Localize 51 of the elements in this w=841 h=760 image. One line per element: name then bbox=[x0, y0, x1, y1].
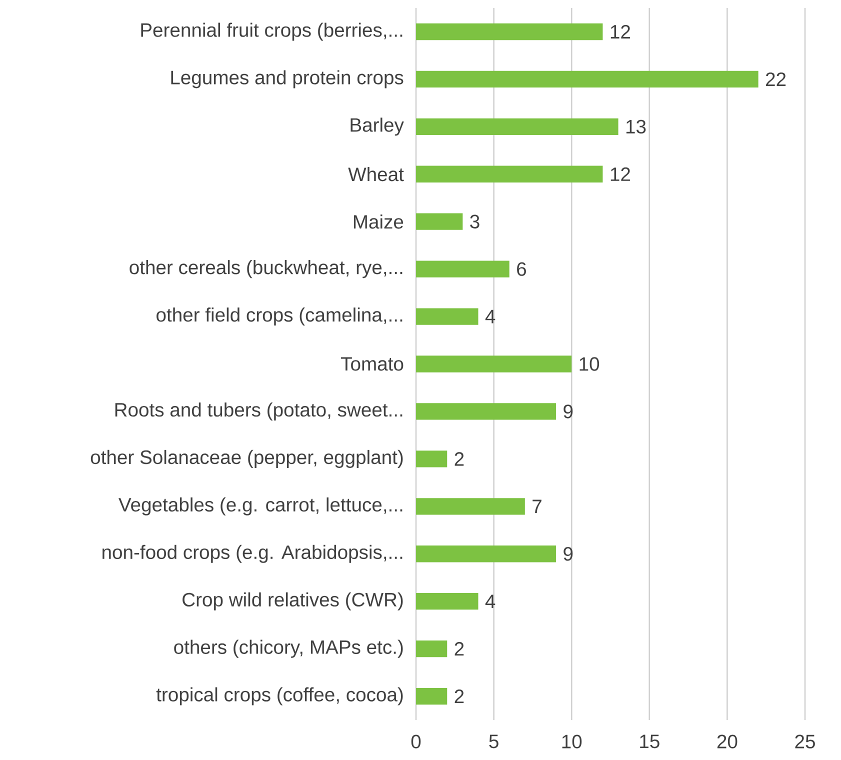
y-tick-label: Legumes and protein crops bbox=[171, 70, 404, 88]
x-tick-label: 0 bbox=[411, 734, 421, 748]
y-tick-label: non-food crops (e.g. Arabidopsis,... bbox=[102, 544, 402, 563]
data-label: 12 bbox=[610, 24, 630, 38]
data-label: 9 bbox=[564, 404, 573, 418]
bar bbox=[416, 450, 448, 468]
y-tick-label: others (chicory, MAPs etc.) bbox=[174, 640, 403, 658]
y-tick-label: Wheat bbox=[348, 167, 404, 182]
bar bbox=[416, 166, 603, 182]
y-tick-label: Barley bbox=[350, 118, 404, 136]
bar bbox=[416, 213, 463, 230]
y-tick-label: Tomato bbox=[341, 357, 404, 371]
y-tick-label: Crop wild relatives (CWR) bbox=[182, 592, 403, 610]
y-tick-label: other field crops (camelina,... bbox=[156, 308, 402, 326]
data-label: 22 bbox=[766, 72, 786, 86]
bar bbox=[416, 356, 572, 372]
data-label: 9 bbox=[564, 547, 573, 561]
bar bbox=[416, 403, 556, 420]
bar bbox=[416, 70, 758, 88]
data-label: 12 bbox=[610, 167, 630, 181]
bar bbox=[416, 546, 556, 562]
y-tick-label: Perennial fruit crops (berries,... bbox=[141, 22, 402, 41]
y-tick-label: other Solanaceae (pepper, eggplant) bbox=[90, 450, 403, 468]
bar bbox=[416, 498, 525, 515]
bar bbox=[416, 308, 478, 325]
bar bbox=[416, 640, 448, 658]
x-tick-label: 20 bbox=[717, 734, 738, 748]
y-tick-label: Maize bbox=[354, 214, 404, 229]
data-label: 3 bbox=[470, 214, 480, 228]
x-tick-label: 15 bbox=[640, 734, 660, 748]
bar bbox=[416, 593, 478, 610]
x-tick-label: 25 bbox=[795, 734, 815, 748]
bar bbox=[416, 23, 603, 40]
bar bbox=[416, 118, 618, 136]
y-tick-label: tropical crops (coffee, cocoa) bbox=[156, 687, 403, 706]
y-tick-label: other cereals (buckwheat, rye,... bbox=[130, 260, 402, 278]
y-tick-label: Vegetables (e.g. carrot, lettuce,... bbox=[118, 497, 402, 516]
bar bbox=[416, 260, 510, 278]
data-label: 7 bbox=[532, 500, 542, 514]
data-label: 13 bbox=[626, 120, 646, 134]
y-tick-label: Roots and tubers (potato, sweet... bbox=[115, 402, 402, 420]
bar bbox=[416, 688, 448, 705]
data-label: 2 bbox=[454, 452, 464, 466]
data-label: 6 bbox=[517, 262, 526, 276]
data-label: 10 bbox=[580, 357, 600, 371]
data-label: 2 bbox=[454, 642, 464, 656]
data-label: 4 bbox=[485, 594, 496, 608]
x-tick-label: 10 bbox=[562, 734, 582, 748]
data-label: 2 bbox=[454, 690, 464, 704]
data-label: 4 bbox=[485, 310, 496, 324]
x-tick-label: 5 bbox=[489, 734, 498, 748]
